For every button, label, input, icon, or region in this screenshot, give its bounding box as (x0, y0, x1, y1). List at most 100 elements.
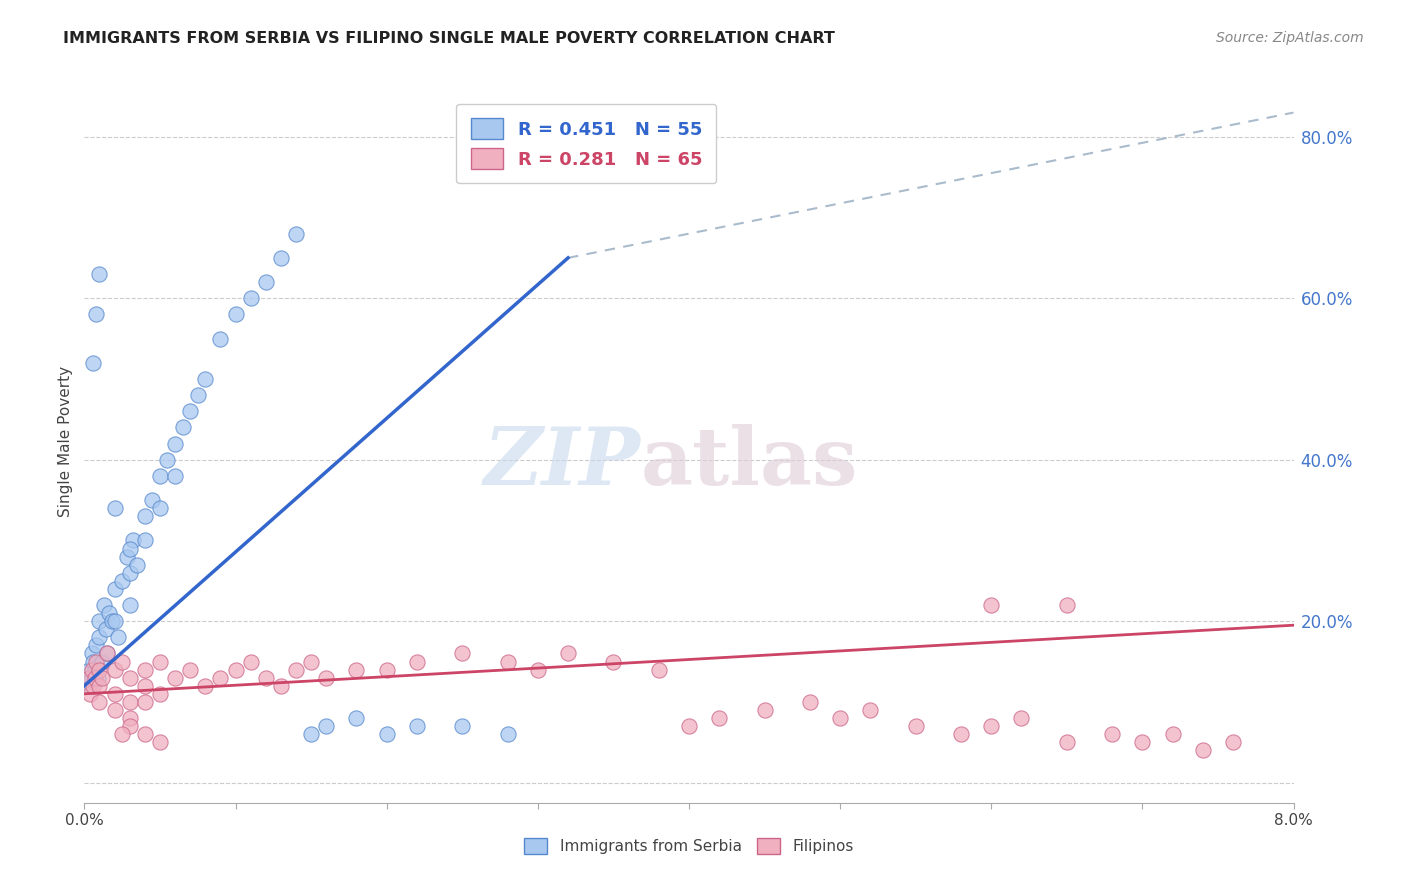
Point (1101, 727, 1123, 741)
Point (1222, 735, 1244, 749)
Point (77, 663, 100, 677)
Point (141, 493, 163, 508)
Point (496, 655, 519, 669)
Point (80, 663, 103, 677)
Point (111, 655, 134, 669)
Point (406, 719, 429, 733)
Point (115, 549, 138, 564)
Point (678, 719, 700, 733)
Point (121, 533, 143, 548)
Point (270, 251, 292, 265)
Point (93, 598, 115, 612)
Point (91, 671, 114, 685)
Point (709, 711, 731, 725)
Point (1192, 743, 1215, 757)
Point (118, 541, 141, 556)
Point (375, 663, 398, 677)
Point (1161, 727, 1184, 741)
Point (315, 671, 337, 685)
Point (118, 671, 141, 685)
Point (239, 655, 262, 669)
Point (118, 695, 141, 709)
Point (96, 647, 118, 661)
Point (149, 655, 172, 669)
Point (285, 227, 308, 241)
Point (134, 663, 156, 677)
Point (406, 655, 429, 669)
Point (194, 372, 217, 386)
Point (149, 687, 172, 701)
Point (118, 566, 141, 580)
Point (86, 639, 108, 653)
Point (1056, 598, 1078, 612)
Point (89, 695, 111, 709)
Point (1011, 711, 1033, 725)
Text: IMMIGRANTS FROM SERBIA VS FILIPINO SINGLE MALE POVERTY CORRELATION CHART: IMMIGRANTS FROM SERBIA VS FILIPINO SINGL… (63, 31, 835, 46)
Point (299, 655, 322, 669)
Point (209, 671, 232, 685)
Point (315, 719, 337, 733)
Point (980, 598, 1002, 612)
Point (225, 663, 247, 677)
Text: ZIP: ZIP (484, 425, 641, 502)
Point (77, 671, 100, 685)
Point (104, 501, 127, 516)
Point (830, 711, 852, 725)
Point (118, 598, 141, 612)
Point (187, 388, 209, 402)
Point (239, 291, 262, 305)
Point (100, 614, 122, 628)
Point (859, 703, 882, 717)
Point (172, 420, 194, 434)
Point (194, 679, 217, 693)
Point (799, 695, 821, 709)
Point (87, 671, 110, 685)
Point (299, 727, 322, 741)
Point (84, 671, 107, 685)
Point (165, 436, 187, 450)
Point (346, 663, 368, 677)
Point (104, 687, 127, 701)
Point (179, 404, 201, 418)
Point (82, 356, 104, 370)
Point (602, 655, 624, 669)
Point (980, 719, 1002, 733)
Point (156, 452, 179, 467)
Legend: Immigrants from Serbia, Filipinos: Immigrants from Serbia, Filipinos (519, 832, 859, 860)
Point (648, 663, 671, 677)
Point (375, 727, 398, 741)
Point (950, 727, 973, 741)
Point (149, 501, 172, 516)
Point (111, 574, 134, 588)
Point (111, 727, 134, 741)
Point (89, 267, 111, 281)
Point (346, 711, 368, 725)
Point (134, 727, 156, 741)
Point (134, 679, 156, 693)
Point (127, 558, 149, 572)
Point (209, 332, 232, 346)
Point (1056, 735, 1078, 749)
Point (134, 695, 156, 709)
Point (104, 663, 127, 677)
Text: atlas: atlas (641, 425, 858, 502)
Point (89, 663, 111, 677)
Point (97, 606, 120, 620)
Point (118, 711, 141, 725)
Point (451, 719, 474, 733)
Point (91, 655, 114, 669)
Point (527, 663, 550, 677)
Point (754, 703, 776, 717)
Point (107, 630, 129, 644)
Point (904, 719, 927, 733)
Point (118, 719, 141, 733)
Point (86, 307, 108, 321)
Point (134, 533, 156, 548)
Y-axis label: Single Male Poverty: Single Male Poverty (58, 366, 73, 517)
Point (89, 630, 111, 644)
Point (1132, 735, 1154, 749)
Point (254, 275, 277, 289)
Point (134, 509, 156, 524)
Point (79, 687, 101, 701)
Point (557, 647, 579, 661)
